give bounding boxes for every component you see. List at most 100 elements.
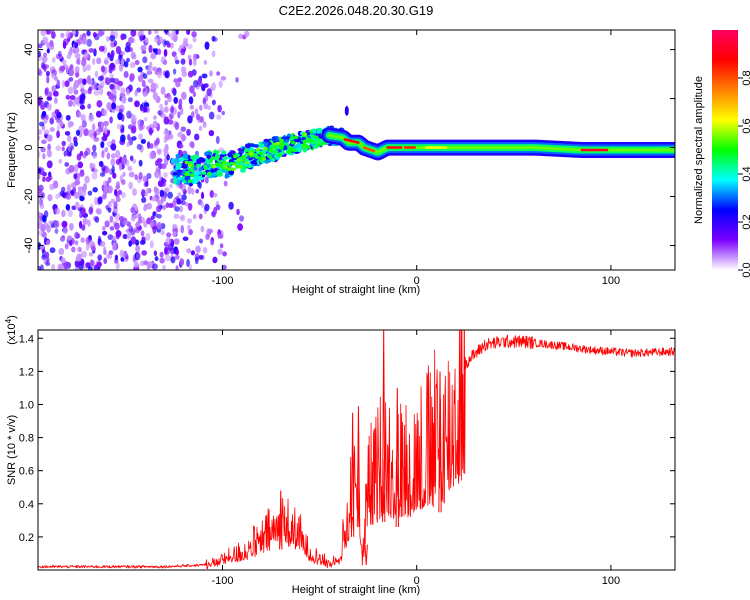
spectrogram-noise-blob [66, 235, 73, 241]
spectrogram-noise-blob [77, 186, 83, 192]
spectrogram-signal-blob [187, 155, 192, 160]
spectrogram-noise-blob [140, 44, 147, 52]
spectrogram-noise-blob [96, 100, 103, 108]
spectrogram-noise-blob [192, 53, 197, 62]
spectrogram-signal-blob [206, 159, 210, 165]
spectrogram-noise-blob [81, 250, 87, 258]
spectrogram-noise-blob [107, 206, 112, 213]
spectrogram-signal-blob [227, 152, 233, 158]
spectrogram-noise-blob [114, 58, 121, 65]
spectrogram-noise-blob [48, 175, 53, 181]
spectrogram-noise-blob [46, 149, 52, 158]
spectrogram-noise-blob [156, 222, 162, 230]
spectrogram-noise-blob [63, 261, 69, 270]
spectrogram-noise-blob [114, 222, 120, 231]
spectrogram-noise-blob [134, 100, 140, 108]
spectrogram-noise-blob [134, 89, 138, 97]
spectrogram-noise-blob [56, 79, 60, 88]
spectrogram-noise-blob [172, 231, 177, 237]
spectrogram-noise-blob [86, 64, 91, 71]
spectrogram-y-tick-label: 0 [23, 144, 35, 150]
spectrogram-signal-blob [175, 153, 180, 158]
spectrogram-noise-blob [69, 64, 74, 70]
spectrogram-noise-blob [195, 245, 201, 253]
spectrogram-noise-blob [120, 87, 126, 95]
spectrogram-noise-blob [142, 175, 147, 183]
spectrogram-noise-blob [96, 57, 102, 65]
spectrogram-noise-blob [152, 220, 157, 227]
spectrogram-noise-blob [167, 94, 172, 103]
spectrogram-noise-blob [180, 200, 186, 206]
spectrogram-noise-blob [187, 186, 192, 195]
spectrogram-signal-blob [184, 176, 191, 181]
spectrogram-noise-blob [40, 30, 47, 37]
spectrogram-noise-blob [94, 70, 99, 78]
spectrogram-noise-blob [136, 87, 142, 93]
spectrogram-noise-blob [54, 207, 60, 215]
spectrogram-noise-blob [176, 198, 182, 205]
spectrogram-noise-blob [187, 202, 193, 211]
spectrogram-noise-blob [180, 48, 186, 56]
spectrogram-noise-blob [186, 128, 191, 136]
spectrogram-noise-blob [115, 45, 122, 55]
spectrogram-signal-blob [201, 171, 207, 175]
spectrogram-signal-blob [279, 138, 284, 143]
spectrogram-signal-blob [279, 146, 284, 150]
spectrogram-noise-blob [177, 111, 181, 119]
spectrogram-noise-blob [88, 48, 95, 53]
spectrogram-noise-blob [200, 200, 204, 209]
colorbar-tick-label: 0.6 [741, 118, 750, 133]
spectrogram-noise-blob [67, 99, 73, 107]
spectrogram-noise-blob [199, 104, 203, 111]
spectrogram-signal-blob [222, 160, 228, 165]
spectrogram-noise-blob [108, 168, 112, 175]
spectrogram-noise-blob [210, 240, 215, 246]
spectrogram-noise-blob [38, 188, 43, 193]
spectrogram-signal-blob [223, 165, 228, 169]
spectrogram-noise-blob [139, 34, 144, 42]
spectrogram-noise-blob [66, 53, 72, 60]
spectrogram-noise-blob [109, 62, 115, 69]
spectrogram-noise-blob [42, 52, 48, 58]
spectrogram-noise-blob [94, 197, 98, 206]
spectrogram-noise-blob [95, 110, 102, 118]
spectrogram-noise-blob [188, 229, 193, 236]
spectrogram-noise-blob [65, 30, 71, 39]
spectrogram-noise-blob [132, 115, 137, 122]
spectrogram-noise-blob [163, 116, 170, 125]
spectrogram-noise-blob [192, 80, 199, 88]
spectrogram-noise-blob [91, 246, 96, 252]
spectrogram-noise-blob [187, 115, 193, 124]
spectrogram-noise-blob [71, 246, 76, 253]
spectrogram-noise-blob [216, 114, 222, 120]
spectrogram-signal-blob [263, 146, 268, 151]
spectrogram-signal-blob [263, 138, 270, 143]
spectrogram-noise-blob [206, 88, 212, 97]
spectrogram-noise-blob [49, 247, 56, 254]
spectrogram-noise-blob [215, 204, 221, 211]
spectrogram-noise-blob [153, 186, 159, 194]
spectrogram-noise-blob [64, 80, 70, 88]
spectrogram-noise-blob [156, 213, 162, 219]
spectrogram-noise-blob [238, 33, 244, 40]
spectrogram-noise-blob [109, 73, 114, 79]
spectrogram-noise-blob [244, 30, 250, 38]
spectrogram-noise-blob [70, 145, 74, 151]
spectrogram-noise-blob [65, 114, 71, 121]
spectrogram-noise-blob [72, 99, 76, 107]
spectrogram-signal-blob [187, 179, 193, 183]
spectrogram-noise-blob [188, 58, 193, 66]
spectrogram-noise-blob [106, 152, 111, 160]
spectrogram-noise-blob [177, 131, 183, 138]
spectrogram-noise-blob [168, 202, 174, 209]
spectrogram-noise-blob [141, 102, 146, 108]
spectrogram-noise-blob [170, 35, 176, 41]
spectrogram-noise-blob [110, 158, 116, 166]
spectrogram-noise-blob [159, 251, 164, 258]
spectrogram-noise-blob [204, 41, 210, 50]
spectrogram-noise-blob [108, 93, 114, 100]
snr-x-tick-label: -100 [211, 575, 233, 587]
spectrogram-noise-blob [140, 139, 146, 144]
spectrogram-signal-blob [313, 141, 318, 145]
spectrogram-signal-blob [271, 136, 277, 142]
